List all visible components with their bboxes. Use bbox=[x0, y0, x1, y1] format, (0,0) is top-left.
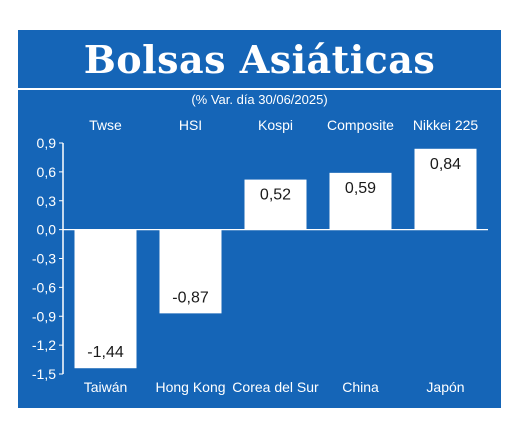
value-label: -0,87 bbox=[172, 289, 209, 306]
y-tick-label: -1,2 bbox=[32, 337, 56, 353]
bar bbox=[244, 179, 307, 230]
index-label: Kospi bbox=[258, 117, 293, 133]
category-label: Taiwán bbox=[84, 379, 128, 395]
bar bbox=[414, 148, 477, 230]
label-layer: Twse Taiwán -1,44 HSI Hong Kong -0,87 Kospi Cor… bbox=[84, 117, 479, 395]
y-tick-label: -0,6 bbox=[32, 279, 56, 295]
y-tick-label: 0,9 bbox=[37, 135, 57, 151]
category-label: Corea del Sur bbox=[232, 379, 319, 395]
index-label: Twse bbox=[89, 117, 122, 133]
bar bbox=[159, 229, 222, 314]
title-band: Bolsas Asiáticas bbox=[18, 30, 501, 90]
y-tick-label: 0,6 bbox=[37, 164, 57, 180]
index-label: Composite bbox=[327, 117, 394, 133]
bar-chart: 0,9 0,6 0,3 0,0 -0,3 -0,6 -0,9 -1,2 -1,5 Twse Tai… bbox=[32, 117, 488, 395]
axis-layer: 0,9 0,6 0,3 0,0 -0,3 -0,6 -0,9 -1,2 -1,5 bbox=[32, 135, 488, 382]
category-label: Hong Kong bbox=[155, 379, 225, 395]
index-label: Nikkei 225 bbox=[413, 117, 479, 133]
chart-frame: Bolsas Asiáticas (% Var. día 30/06/2025)… bbox=[18, 30, 501, 408]
index-label: HSI bbox=[179, 117, 202, 133]
y-tick-label: -0,9 bbox=[32, 308, 56, 324]
value-label: 0,59 bbox=[345, 180, 376, 197]
bar-layer bbox=[74, 148, 477, 369]
chart-subtitle: (% Var. día 30/06/2025) bbox=[191, 92, 328, 107]
bar bbox=[329, 172, 392, 230]
y-tick-label: 0,0 bbox=[37, 222, 57, 238]
value-label: -1,44 bbox=[87, 344, 124, 361]
chart-title: Bolsas Asiáticas bbox=[83, 36, 436, 82]
y-tick-label: -0,3 bbox=[32, 251, 56, 267]
category-label: China bbox=[342, 379, 379, 395]
y-tick-label: -1,5 bbox=[32, 366, 56, 382]
value-label: 0,84 bbox=[430, 156, 461, 173]
category-label: Japón bbox=[426, 379, 464, 395]
value-label: 0,52 bbox=[260, 187, 291, 204]
y-tick-label: 0,3 bbox=[37, 193, 57, 209]
bar bbox=[74, 229, 137, 369]
